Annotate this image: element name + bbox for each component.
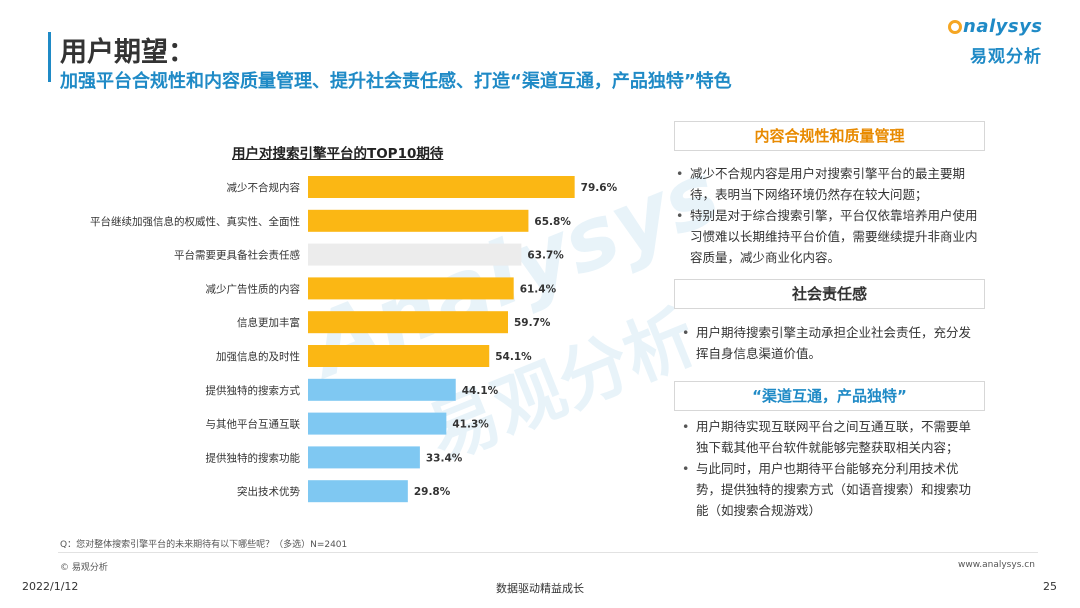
bar [308,378,456,401]
value-label: 54.1% [495,351,532,363]
bar [308,243,522,266]
page-number: 25 [1043,580,1057,593]
title-accent-bar [48,32,51,82]
list-item: 与此同时，用户也期待平台能够充分利用技术优势，提供独特的搜索方式（如语音搜索）和… [682,458,982,521]
section-heading-responsibility: 社会责任感 [674,279,985,309]
page-subtitle: 加强平台合规性和内容质量管理、提升社会责任感、打造“渠道互通，产品独特”特色 [60,71,732,92]
value-label: 59.7% [514,317,551,329]
logo-chinese: 易观分析 [970,47,1042,67]
slogan-text: 数据驱动精益成长 [496,582,584,595]
bar [308,311,508,334]
category-label: 提供独特的搜索方式 [206,384,301,397]
section-list-compliance: 减少不合规内容是用户对搜索引擎平台的最主要期待，表明当下网络环境仍然存在较大问题… [676,163,984,268]
bar [308,446,420,469]
bar [308,209,529,232]
list-item: 用户期待实现互联网平台之间互通互联，不需要单独下载其他平台软件就能够完整获取相关… [682,416,982,458]
list-item: 特别是对于综合搜索引擎，平台仅依靠培养用户使用习惯难以长期维持平台价值，需要继续… [676,205,984,268]
footer-divider [58,552,1038,553]
copyright-text: © 易观分析 [60,563,108,573]
list-item: 减少不合规内容是用户对搜索引擎平台的最主要期待，表明当下网络环境仍然存在较大问题… [676,163,984,205]
logo-ring-icon [948,20,962,34]
section-heading-compliance: 内容合规性和质量管理 [674,121,985,151]
category-label: 与其他平台互通互联 [206,418,301,431]
report-date: 2022/1/12 [22,580,79,593]
category-label: 提供独特的搜索功能 [206,451,301,464]
logo-english: nalysys [948,16,1043,37]
value-label: 41.3% [452,419,489,431]
survey-question-note: Q：您对整体搜索引擎平台的未来期待有以下哪些呢？（多选）N=2401 [60,540,348,550]
category-label: 减少不合规内容 [227,181,301,194]
category-label: 加强信息的及时性 [216,350,300,363]
value-label: 65.8% [534,216,571,228]
value-label: 44.1% [462,385,499,397]
category-label: 平台需要更具备社会责任感 [174,249,300,262]
bar [308,412,447,435]
value-label: 29.8% [414,486,451,498]
bar [308,277,514,300]
brand-logo: nalysys 易观分析 [948,16,1058,72]
category-label: 突出技术优势 [237,485,300,498]
bar-chart: 减少不合规内容 79.6% 平台继续加强信息的权威性、真实性、全面性 65.8% 平台需… [90,176,618,503]
list-item: 用户期待搜索引擎主动承担企业社会责任，充分发挥自身信息渠道价值。 [682,322,982,364]
value-label: 63.7% [527,250,564,262]
page-title: 用户期望： [60,37,195,68]
bar [308,480,408,503]
bar [308,176,575,198]
section-heading-interconnect: “渠道互通，产品独特” [674,381,985,411]
chart-title: 用户对搜索引擎平台的TOP10期待 [232,146,444,162]
section-list-responsibility: 用户期待搜索引擎主动承担企业社会责任，充分发挥自身信息渠道价值。 [682,322,982,364]
value-label: 79.6% [581,182,618,194]
category-label: 减少广告性质的内容 [206,282,301,295]
website-link[interactable]: www.analysys.cn [958,560,1035,570]
value-label: 33.4% [426,452,463,464]
category-label: 平台继续加强信息的权威性、真实性、全面性 [90,215,300,228]
bar [308,345,490,367]
value-label: 61.4% [520,283,557,295]
category-label: 信息更加丰富 [237,316,300,329]
section-list-interconnect: 用户期待实现互联网平台之间互通互联，不需要单独下载其他平台软件就能够完整获取相关… [682,416,982,521]
